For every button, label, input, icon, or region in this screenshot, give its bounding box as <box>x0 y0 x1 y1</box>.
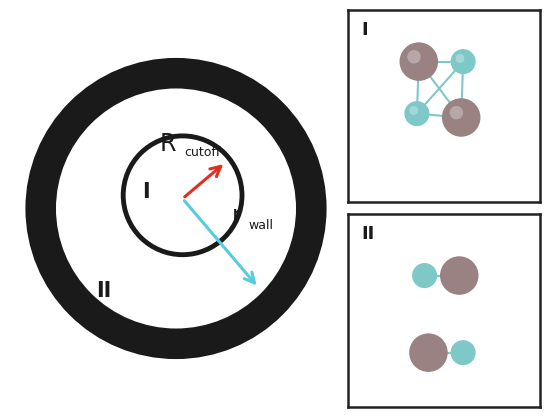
Circle shape <box>440 256 478 295</box>
Circle shape <box>407 50 421 63</box>
Text: r: r <box>232 204 242 228</box>
Circle shape <box>450 340 476 365</box>
Text: wall: wall <box>249 219 273 231</box>
Circle shape <box>442 98 481 137</box>
Circle shape <box>455 54 464 63</box>
Circle shape <box>412 263 437 288</box>
Circle shape <box>404 101 430 126</box>
Text: cutoff: cutoff <box>184 146 221 159</box>
Text: II: II <box>361 226 374 244</box>
Text: II: II <box>96 281 111 301</box>
Text: I: I <box>361 21 367 39</box>
Circle shape <box>409 333 448 372</box>
Circle shape <box>399 43 438 81</box>
Text: R: R <box>160 132 176 156</box>
Text: I: I <box>142 182 150 202</box>
Circle shape <box>450 49 476 74</box>
Circle shape <box>409 106 418 115</box>
Circle shape <box>450 106 463 119</box>
